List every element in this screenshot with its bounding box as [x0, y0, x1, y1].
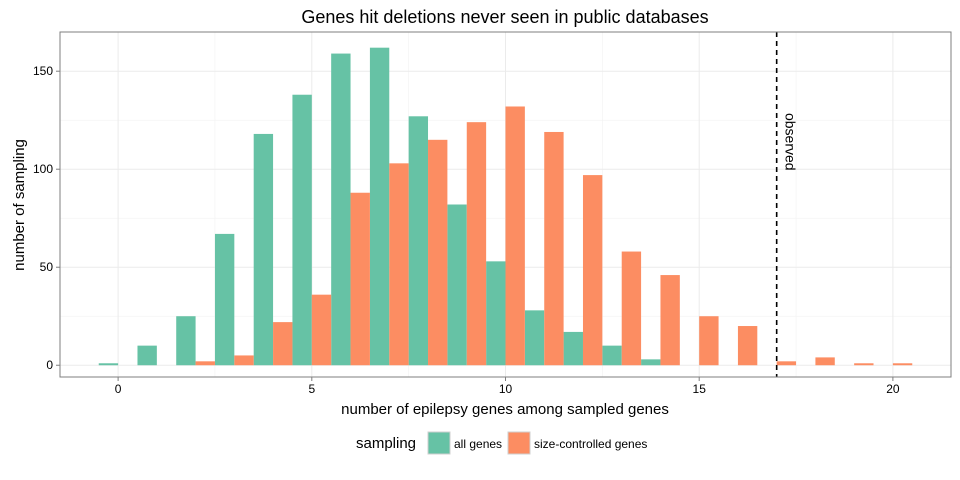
bar-all-genes-9	[447, 204, 467, 366]
bar-size-controlled-genes-6	[350, 192, 370, 366]
x-axis-title: number of epilepsy genes among sampled g…	[341, 401, 669, 418]
bar-size-controlled-genes-20	[892, 363, 913, 366]
bar-all-genes-2	[176, 316, 196, 366]
bar-all-genes-3	[214, 233, 235, 366]
bar-all-genes-10	[486, 261, 506, 366]
bar-size-controlled-genes-2	[195, 361, 215, 366]
bar-all-genes-1	[137, 345, 157, 366]
bar-size-controlled-genes-15	[699, 316, 719, 366]
bar-size-controlled-genes-19	[854, 363, 874, 366]
bar-all-genes-8	[408, 116, 429, 366]
legend-swatch-all-genes	[427, 431, 451, 455]
legend-title: sampling	[356, 435, 416, 452]
bar-all-genes-6	[331, 53, 351, 366]
chart-title: Genes hit deletions never seen in public…	[301, 7, 708, 27]
bar-size-controlled-genes-16	[737, 326, 758, 366]
bar-size-controlled-genes-3	[234, 355, 254, 366]
legend: sampling all genes size-controlled genes	[356, 431, 647, 455]
bar-all-genes-14	[641, 359, 661, 366]
x-tick-label: 20	[886, 382, 900, 396]
bar-all-genes-0	[98, 363, 119, 366]
bar-size-controlled-genes-14	[660, 275, 680, 366]
x-tick-label: 10	[499, 382, 513, 396]
x-tick-label: 0	[115, 382, 122, 396]
reference-line-label: observed	[783, 113, 799, 171]
bar-size-controlled-genes-18	[815, 357, 835, 366]
y-tick-label: 150	[33, 64, 53, 78]
y-tick-label: 50	[40, 260, 54, 274]
bar-all-genes-12	[563, 331, 583, 366]
bar-size-controlled-genes-12	[582, 175, 603, 366]
bar-size-controlled-genes-4	[273, 322, 293, 366]
bar-size-controlled-genes-17	[776, 361, 797, 366]
legend-label-size-controlled: size-controlled genes	[534, 437, 647, 451]
x-tick-label: 5	[308, 382, 315, 396]
bar-size-controlled-genes-10	[505, 106, 525, 366]
bars	[98, 47, 913, 366]
y-axis: 0 50 100 150	[33, 64, 60, 372]
bar-all-genes-4	[253, 133, 274, 366]
bar-all-genes-13	[602, 345, 622, 366]
x-tick-label: 15	[693, 382, 707, 396]
legend-swatch-size-controlled	[507, 431, 531, 455]
plot-area: observed	[59, 31, 952, 378]
bar-size-controlled-genes-5	[311, 294, 332, 366]
y-tick-label: 0	[46, 358, 53, 372]
bar-all-genes-11	[524, 310, 545, 366]
bar-size-controlled-genes-13	[621, 251, 642, 366]
bar-size-controlled-genes-9	[466, 122, 487, 366]
bar-size-controlled-genes-7	[389, 163, 409, 366]
bar-all-genes-7	[369, 47, 390, 366]
x-axis: 0 5 10 15 20	[115, 377, 900, 396]
bar-all-genes-5	[292, 94, 312, 366]
reference-line-group: observed	[775, 32, 799, 377]
bar-size-controlled-genes-8	[428, 139, 448, 366]
y-axis-title: number of sampling	[11, 139, 28, 271]
legend-label-all-genes: all genes	[454, 437, 502, 451]
y-tick-label: 100	[33, 162, 53, 176]
bar-size-controlled-genes-11	[544, 131, 564, 366]
